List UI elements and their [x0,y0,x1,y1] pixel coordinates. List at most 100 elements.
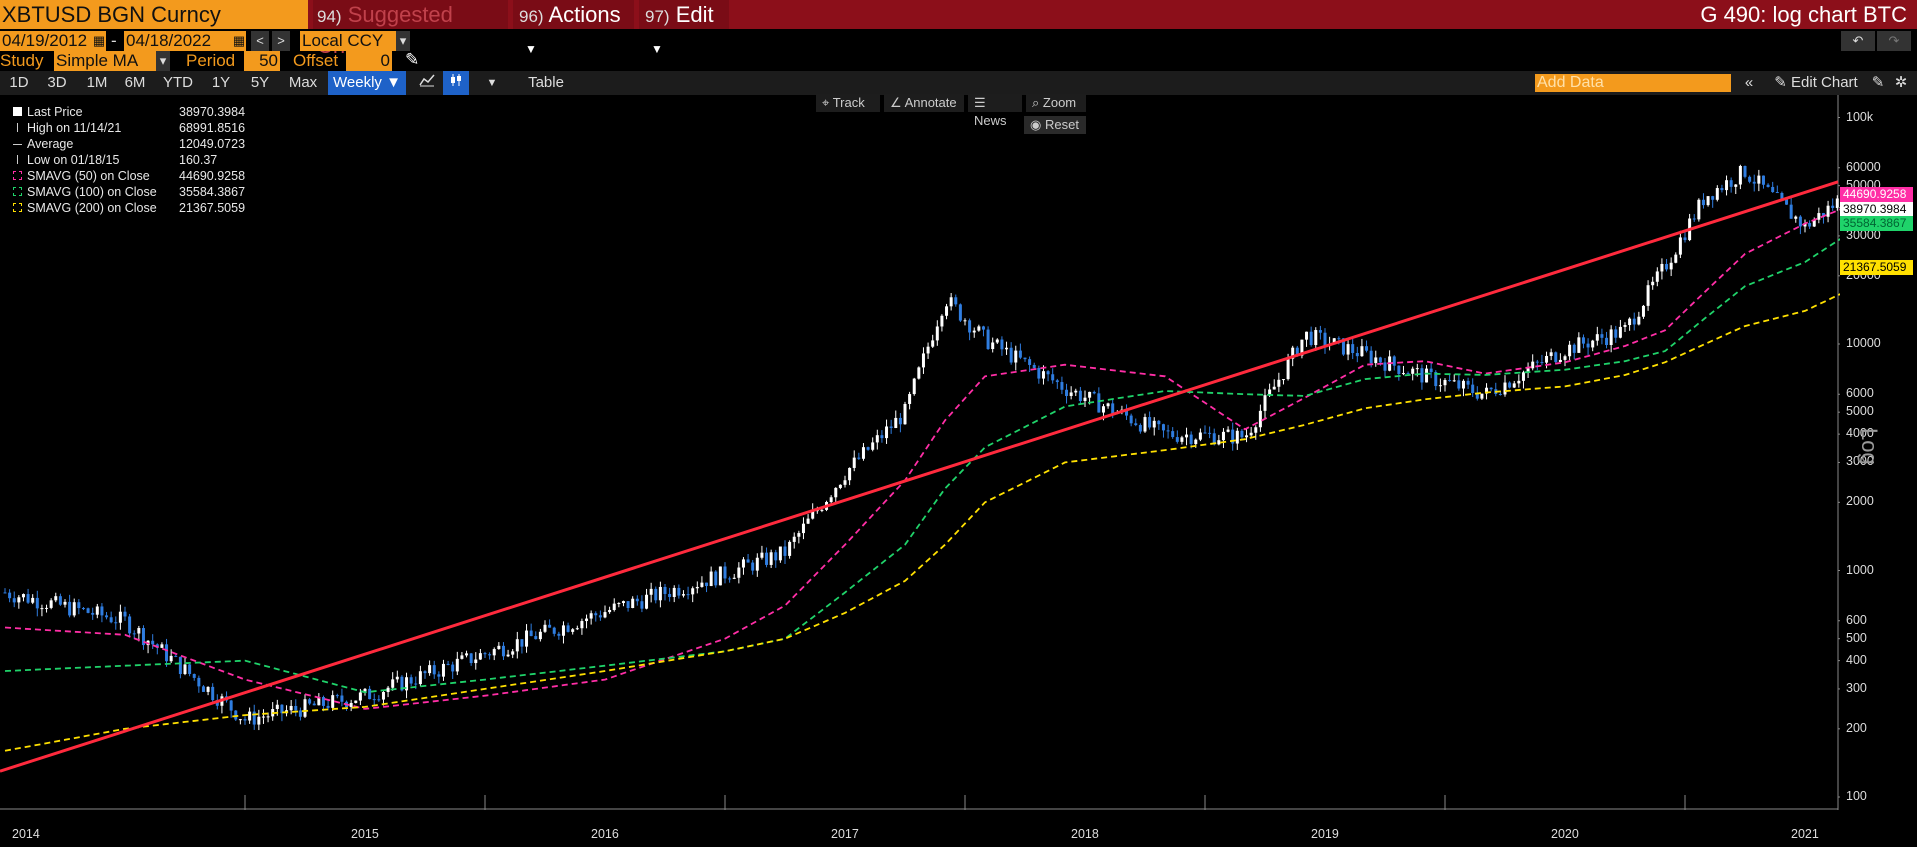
period-ytd-button[interactable]: YTD [163,74,193,91]
period-field[interactable]: 50 [244,51,280,71]
price-candle [534,636,538,640]
period-1m-button[interactable]: 1M [86,74,108,91]
price-candle [852,457,856,468]
zoom-button[interactable]: ⌕ Zoom [1026,94,1086,112]
price-candle [1203,432,1207,434]
price-candle [1803,222,1807,227]
price-candle [1037,367,1041,379]
actions-menu-button[interactable]: 96) Actions ▼ [513,0,634,56]
calendar-icon[interactable]: ▦ [232,31,246,51]
x-tick-label: 2020 [1551,827,1579,841]
draw-icon[interactable]: ✎ [1871,74,1885,91]
price-candle [234,710,238,720]
price-candle [649,588,653,595]
currency-select[interactable]: Local CCY [300,31,396,51]
legend-row[interactable]: SMAVG (50) on Close 44690.9258 [7,168,253,184]
caret-down-icon: ▼ [386,74,401,91]
security-field[interactable]: XBTUSD BGN Curncy [0,0,308,29]
undo-icon[interactable]: ↶ [1841,31,1875,51]
add-data-field[interactable]: Add Data [1535,74,1731,92]
next-range-button[interactable]: > [272,31,290,51]
legend-row[interactable]: Low on 01/18/15 160.37 [7,152,253,168]
candlestick-icon[interactable] [443,71,469,95]
x-tick-label: 2017 [831,827,859,841]
table-button[interactable]: Table [528,74,564,91]
price-candle [866,447,870,450]
price-candle [548,624,552,628]
price-candle [298,710,302,717]
line-chart-icon[interactable] [415,71,439,95]
price-candle [1480,393,1484,399]
prev-range-button[interactable]: < [251,31,269,51]
period-1d-button[interactable]: 1D [9,74,29,91]
price-candle [658,586,662,601]
trend-line [0,180,1839,773]
price-candle [1286,358,1290,380]
price-candle [1549,352,1553,356]
price-candle [238,719,242,721]
price-candle [68,601,72,616]
price-candle [1817,213,1821,220]
edit-chart-button[interactable]: ✎ Edit Chart [1764,71,1868,95]
period-5y-button[interactable]: 5Y [250,74,270,91]
price-candle [100,606,104,616]
price-candle [81,608,85,610]
start-date-field[interactable]: 04/19/2012 [0,31,92,51]
price-candle [1078,390,1082,401]
edit-menu-button[interactable]: 97) Edit ▼ [639,0,729,56]
price-candle [723,566,727,579]
period-max-button[interactable]: Max [288,74,318,91]
collapse-icon[interactable]: « [1744,74,1754,91]
legend-row[interactable]: Average 12049.0723 [7,136,253,152]
legend-row[interactable]: High on 11/14/21 68991.8516 [7,120,253,136]
price-candle [968,320,972,333]
log-scale-label: Log [1857,428,1882,465]
price-candle [940,315,944,327]
legend-marker-icon [13,203,22,212]
offset-field[interactable]: 0 [346,51,392,71]
price-candle [838,484,842,488]
price-candle [1111,403,1115,414]
price-candle [354,700,358,703]
price-chart[interactable] [0,95,1840,810]
price-candle [1406,373,1410,375]
price-candle [672,587,676,598]
legend-row[interactable]: SMAVG (100) on Close 35584.3867 [7,184,253,200]
price-candle [1452,380,1456,382]
period-6m-button[interactable]: 6M [124,74,146,91]
price-candle [72,602,76,616]
price-candle [303,699,307,717]
legend-row[interactable]: Last Price 38970.3984 [7,104,253,120]
suggested-charts-button[interactable]: 94) Suggested Charts [313,0,508,58]
redo-icon[interactable]: ↷ [1877,31,1911,51]
crosshair-icon: ⌖ [822,95,830,110]
price-candle [1563,356,1567,360]
news-button[interactable]: ☰ News [968,94,1022,128]
track-button[interactable]: ⌖ Track [816,94,880,112]
period-1y-button[interactable]: 1Y [211,74,231,91]
price-candle [280,704,284,714]
price-candle [511,651,515,655]
calendar-icon[interactable]: ▦ [92,31,106,51]
radio-icon: ◉ [1030,117,1042,132]
price-candle [372,699,376,701]
chevron-down-icon[interactable]: ▾ [156,51,170,71]
chevron-down-icon[interactable]: ▼ [486,77,498,89]
end-date-field[interactable]: 04/18/2022 [124,31,232,51]
gear-icon[interactable]: ✲ [1894,74,1908,91]
annotate-button[interactable]: ∠ Annotate [884,94,964,112]
price-candle [543,624,547,632]
study-type-select[interactable]: Simple MA [54,51,156,71]
price-candle [1545,355,1549,363]
period-3d-button[interactable]: 3D [47,74,67,91]
pencil-icon[interactable]: ✎ [405,50,420,69]
price-candle [1171,431,1175,438]
price-candle [1720,188,1724,191]
frequency-select[interactable]: Weekly ▼ [328,71,406,95]
legend-label: High on 11/14/21 [27,121,122,135]
legend-row[interactable]: SMAVG (200) on Close 21367.5059 [7,200,253,216]
price-candle [335,695,339,697]
price-candle [1651,281,1655,286]
chevron-down-icon[interactable]: ▾ [396,31,410,51]
reset-button[interactable]: ◉ Reset [1024,116,1086,134]
